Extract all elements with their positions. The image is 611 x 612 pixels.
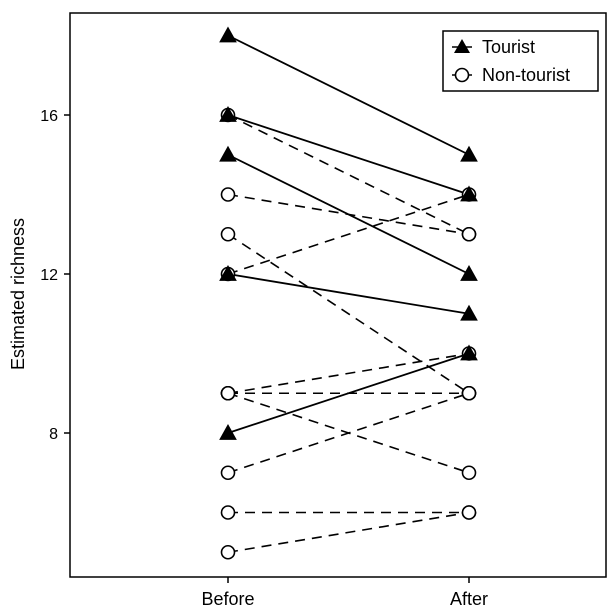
non-tourist-point — [220, 465, 236, 481]
tourist-point — [219, 264, 237, 281]
y-axis: 8 12 16 — [40, 108, 70, 443]
y-tick-label: 8 — [49, 426, 58, 443]
legend-tourist-marker — [454, 39, 470, 53]
non-tourist-point — [220, 226, 236, 242]
tourist-point — [219, 423, 237, 440]
plot-frame — [69, 12, 607, 578]
tourist-point — [460, 344, 478, 361]
legend: Tourist Non-tourist — [442, 30, 599, 92]
tourist-point — [460, 264, 478, 281]
non-tourist-line — [227, 511, 470, 554]
non-tourist-point — [220, 385, 236, 401]
legend-label: Non-tourist — [482, 65, 570, 85]
tourist-point — [460, 304, 478, 321]
series-markers — [219, 26, 478, 560]
non-tourist-point — [220, 505, 236, 520]
x-tick-label: After — [450, 589, 488, 609]
non-tourist-line — [227, 233, 470, 394]
non-tourist-point — [461, 385, 477, 401]
non-tourist-point — [220, 544, 236, 560]
non-tourist-line — [227, 352, 470, 395]
non-tourist-point — [461, 505, 477, 520]
tourist-point — [460, 145, 478, 162]
tourist-line — [227, 114, 470, 196]
non-tourist-point — [461, 465, 477, 481]
non-tourist-line — [227, 392, 470, 474]
x-tick-label: Before — [201, 589, 254, 609]
legend-label: Tourist — [482, 37, 535, 57]
y-tick-label: 12 — [40, 267, 58, 284]
tourist-line — [227, 34, 470, 156]
y-axis-title: Estimated richness — [8, 218, 28, 370]
legend-non-tourist-marker — [454, 67, 470, 83]
tourist-point — [219, 145, 237, 162]
legend-box — [442, 30, 599, 92]
non-tourist-line — [227, 114, 470, 235]
non-tourist-point — [220, 187, 236, 202]
non-tourist-line — [227, 193, 470, 275]
tourist-line — [227, 352, 470, 434]
x-axis: Before After — [201, 577, 488, 609]
tourist-line — [227, 273, 470, 315]
y-tick-label: 16 — [40, 108, 58, 125]
tourist-point — [219, 26, 237, 43]
tourist-line — [227, 153, 470, 275]
tourist-point — [460, 185, 478, 202]
non-tourist-point — [461, 226, 477, 242]
series-lines — [227, 34, 470, 554]
tourist-point — [219, 105, 237, 122]
